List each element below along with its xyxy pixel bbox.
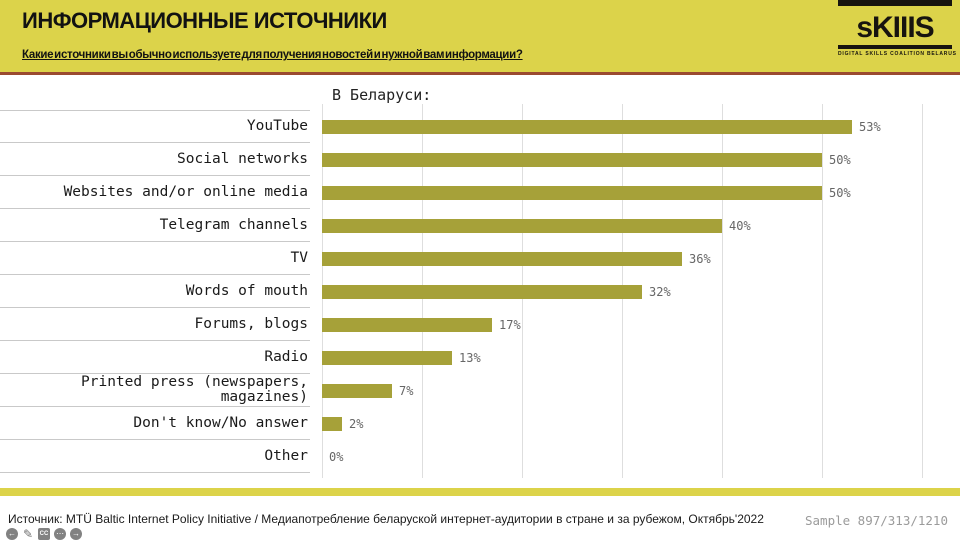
back-arrow-icon[interactable]: ←	[6, 528, 18, 540]
bar	[322, 152, 822, 167]
bar-chart: YouTube 53% Social networks 50% Websites and…	[0, 110, 960, 473]
value-label: 13%	[459, 350, 481, 365]
chart-row: Don't know/No answer 2%	[0, 407, 960, 440]
header: ИНФОРМАЦИОННЫЕ ИСТОЧНИКИ Какие источники…	[0, 0, 960, 75]
category-label: TV	[0, 242, 310, 275]
survey-question: Какие источники вы обычно используете дл…	[22, 49, 523, 61]
chart-row: Words of mouth 32%	[0, 275, 960, 308]
logo-bar-top	[838, 0, 952, 6]
bar-area: 50%	[310, 152, 960, 167]
player-controls: ← ✎ CC ⋯ →	[6, 528, 82, 540]
bar-area: 7%	[310, 383, 960, 398]
bar-area: 50%	[310, 185, 960, 200]
chart-row: Telegram channels 40%	[0, 209, 960, 242]
forward-arrow-icon[interactable]: →	[70, 528, 82, 540]
value-label: 32%	[649, 284, 671, 299]
logo-bar-bottom	[838, 45, 952, 49]
bar-area: 32%	[310, 284, 960, 299]
bar-area: 53%	[310, 119, 960, 134]
bar	[322, 284, 642, 299]
bar-area: 13%	[310, 350, 960, 365]
category-label: Social networks	[0, 143, 310, 176]
bar-area: 0%	[310, 450, 960, 464]
category-label: Radio	[0, 341, 310, 374]
value-label: 36%	[689, 251, 711, 266]
category-label: Other	[0, 440, 310, 473]
bar-area: 36%	[310, 251, 960, 266]
chart-row: TV 36%	[0, 242, 960, 275]
category-label: Words of mouth	[0, 275, 310, 308]
sample-size-note: Sample 897/313/1210	[805, 513, 948, 528]
value-label: 0%	[329, 449, 344, 464]
category-label: YouTube	[0, 110, 310, 143]
category-label: Websites and/or online media	[0, 176, 310, 209]
bottom-accent-strip	[0, 488, 960, 496]
bar	[322, 317, 492, 332]
bar-area: 40%	[310, 218, 960, 233]
category-label: Telegram channels	[0, 209, 310, 242]
value-label: 7%	[399, 383, 414, 398]
bar	[322, 218, 722, 233]
bar-area: 2%	[310, 416, 960, 431]
value-label: 40%	[729, 218, 751, 233]
bar	[322, 251, 682, 266]
chart-title: В Беларуси:	[332, 86, 432, 104]
value-label: 17%	[499, 317, 521, 332]
page-title: ИНФОРМАЦИОННЫЕ ИСТОЧНИКИ	[22, 8, 387, 33]
value-label: 50%	[829, 152, 851, 167]
chart-row: YouTube 53%	[0, 110, 960, 143]
more-options-icon[interactable]: ⋯	[54, 528, 66, 540]
chart-row: Social networks 50%	[0, 143, 960, 176]
bar	[322, 383, 392, 398]
bar	[322, 185, 822, 200]
bar	[322, 416, 342, 431]
category-label: Forums, blogs	[0, 308, 310, 341]
pencil-icon[interactable]: ✎	[22, 527, 34, 541]
logo-tagline: DIGITAL SKILLS COALITION BELARUS	[838, 51, 957, 57]
source-note: Источник: MTÜ Baltic Internet Policy Ini…	[8, 512, 764, 526]
chart-row: Websites and/or online media 50%	[0, 176, 960, 209]
value-label: 50%	[829, 185, 851, 200]
creative-commons-icon[interactable]: CC	[38, 528, 50, 540]
category-label: Printed press (newspapers, magazines)	[0, 374, 310, 407]
skills-logo: sKIIIS DIGITAL SKILLS COALITION BELARUS	[838, 0, 957, 57]
chart-row: Radio 13%	[0, 341, 960, 374]
chart-row: Forums, blogs 17%	[0, 308, 960, 341]
chart-row: Printed press (newspapers, magazines) 7%	[0, 374, 960, 407]
value-label: 53%	[859, 119, 881, 134]
value-label: 2%	[349, 416, 364, 431]
bar	[322, 119, 852, 134]
logo-text: sKIIIS	[856, 11, 934, 44]
category-label: Don't know/No answer	[0, 407, 310, 440]
bar	[322, 350, 452, 365]
chart-row: Other 0%	[0, 440, 960, 473]
bar-area: 17%	[310, 317, 960, 332]
